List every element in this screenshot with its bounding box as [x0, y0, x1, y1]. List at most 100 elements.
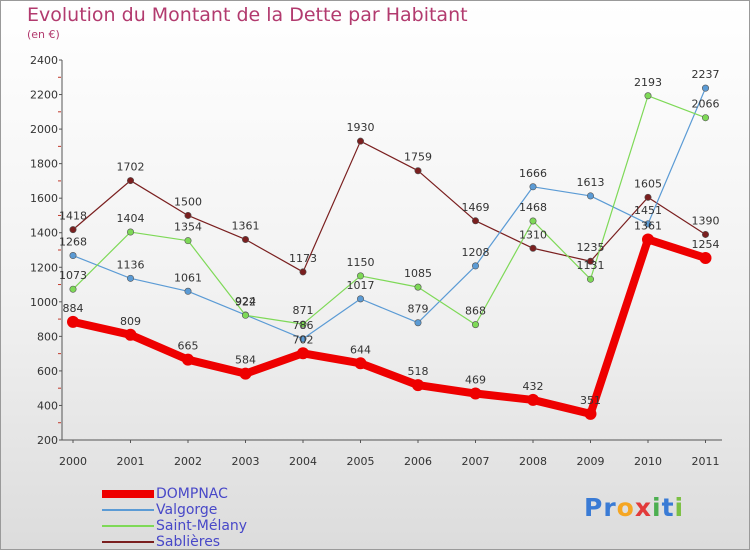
series-line-sabli-res: [72, 140, 707, 273]
data-label: 1073: [59, 269, 87, 282]
data-point: [642, 233, 654, 246]
x-tick-label: 2010: [634, 455, 662, 468]
data-point: [184, 211, 192, 219]
data-point: [356, 295, 364, 303]
data-point: [529, 183, 537, 191]
data-label: 518: [408, 365, 429, 378]
legend-swatch: [102, 525, 154, 527]
data-label: 922: [235, 295, 256, 308]
legend-item: DOMPNAC: [102, 486, 228, 502]
logo-letter: i: [674, 493, 685, 522]
data-label: 1605: [634, 177, 662, 190]
y-tick-label: 1400: [30, 227, 58, 240]
data-label: 1666: [519, 167, 547, 180]
data-label: 1418: [59, 210, 87, 223]
data-point: [69, 252, 77, 260]
legend-label: DOMPNAC: [156, 486, 228, 502]
data-label: 1613: [577, 176, 605, 189]
data-label: 665: [178, 340, 199, 353]
series-line-dompnac: [69, 235, 710, 418]
legend-swatch: [102, 509, 154, 511]
data-label: 1390: [692, 214, 720, 227]
y-tick-label: 1200: [30, 261, 58, 274]
data-point: [127, 177, 135, 185]
data-point: [699, 251, 712, 264]
data-label: 584: [235, 354, 256, 367]
data-point: [299, 320, 307, 328]
x-tick-label: 2003: [232, 455, 260, 468]
proxiti-logo: Proxiti: [584, 493, 684, 522]
data-label: 1136: [117, 258, 145, 271]
data-point: [242, 235, 250, 243]
data-point: [299, 335, 307, 343]
series-line-valgorge: [72, 87, 707, 340]
data-point: [412, 379, 424, 392]
y-tick-label: 200: [37, 434, 58, 447]
x-tick-label: 2000: [59, 455, 87, 468]
legend-item: Sablières: [102, 534, 220, 550]
data-point: [471, 321, 479, 329]
data-label: 1361: [634, 219, 662, 232]
data-point: [701, 84, 709, 92]
data-label: 1131: [577, 259, 605, 272]
data-point: [586, 275, 594, 283]
data-label: 879: [408, 303, 429, 316]
data-point: [586, 257, 594, 265]
data-label: 868: [465, 305, 486, 318]
data-label: 924: [235, 295, 256, 308]
data-label: 871: [293, 304, 314, 317]
data-point: [701, 114, 709, 122]
data-label: 1500: [174, 195, 202, 208]
data-label: 1354: [174, 221, 202, 234]
data-point: [529, 244, 537, 252]
data-label: 1254: [692, 238, 720, 251]
legend-label: Saint-Mélany: [156, 518, 248, 534]
y-tick-label: 600: [37, 365, 58, 378]
data-point: [124, 328, 137, 341]
x-tick-label: 2005: [347, 455, 375, 468]
data-point: [471, 217, 479, 225]
data-point: [127, 274, 135, 282]
data-label: 1759: [404, 151, 432, 164]
series-line-saint-m-lany: [72, 95, 707, 326]
data-point: [127, 228, 135, 236]
data-point: [471, 262, 479, 270]
x-tick-label: 2004: [289, 455, 317, 468]
data-label: 1061: [174, 271, 202, 284]
data-label: 2237: [692, 68, 720, 81]
y-tick-label: 2000: [30, 123, 58, 136]
data-point: [297, 347, 309, 360]
logo-letter: P: [584, 493, 604, 522]
data-point: [356, 137, 364, 145]
logo-letter: o: [616, 493, 635, 522]
x-tick-label: 2008: [519, 455, 547, 468]
logo-letter: i: [652, 493, 662, 522]
data-label: 1017: [347, 279, 375, 292]
data-point: [527, 393, 539, 406]
x-tick-label: 2002: [174, 455, 202, 468]
data-point: [414, 167, 422, 175]
data-label: 1150: [347, 256, 375, 269]
data-label: 1085: [404, 267, 432, 280]
y-tick-label: 2400: [30, 54, 58, 67]
y-tick-label: 800: [37, 330, 58, 343]
data-label: 1702: [117, 161, 145, 174]
y-tick-label: 1000: [30, 296, 58, 309]
data-point: [67, 315, 79, 328]
logo-letter: t: [661, 493, 675, 522]
data-label: 1930: [347, 121, 375, 134]
data-point: [414, 319, 422, 327]
data-point: [644, 92, 652, 100]
legend-label: Sablières: [156, 534, 221, 550]
data-point: [356, 272, 364, 280]
data-point: [584, 407, 597, 420]
data-label: 702: [293, 333, 314, 346]
data-point: [586, 192, 594, 200]
data-label: 1208: [462, 246, 490, 259]
logo-letter: r: [603, 493, 617, 522]
data-point: [469, 387, 482, 400]
data-label: 1469: [462, 201, 490, 214]
legend-swatch: [102, 541, 154, 543]
data-label: 1451: [634, 204, 662, 217]
